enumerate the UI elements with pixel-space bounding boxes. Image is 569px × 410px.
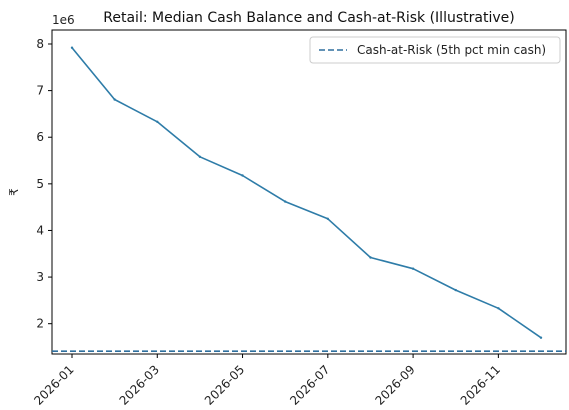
x-tick-label: 2026-01 (31, 362, 76, 407)
plot-area (51, 29, 567, 355)
data-point (156, 120, 159, 124)
x-axis: 2026-01 2026-03 2026-05 2026-07 2026-09 2026-… (31, 354, 503, 408)
y-offset-label: 1e6 (52, 13, 75, 27)
data-point (326, 217, 329, 220)
y-tick-label: 5 (36, 177, 44, 191)
x-tick-label: 2026-05 (202, 362, 247, 407)
y-tick-label: 6 (36, 130, 44, 144)
data-point (113, 98, 116, 101)
y-tick-label: 2 (36, 317, 44, 331)
data-point (70, 46, 74, 49)
x-tick-label: 2026-11 (458, 362, 503, 407)
legend-label-cash-at-risk: Cash-at-Risk (5th pct min cash) (357, 43, 546, 57)
x-tick-label: 2026-07 (287, 362, 332, 407)
series-line-median-cash (71, 47, 542, 339)
data-point (241, 174, 244, 177)
data-point (198, 155, 202, 158)
series-layer (52, 46, 566, 353)
y-axis-label: ₹ (7, 188, 21, 196)
y-tick-label: 4 (36, 223, 44, 237)
data-point (284, 200, 287, 203)
chart-title: Retail: Median Cash Balance and Cash-at-… (103, 10, 514, 26)
data-point (539, 336, 543, 339)
x-tick-label: 2026-03 (117, 362, 162, 407)
y-tick-label: 3 (36, 270, 44, 284)
y-tick-label: 8 (36, 37, 44, 51)
data-point (411, 267, 415, 270)
x-tick-label: 2026-09 (372, 362, 417, 407)
legend-box (309, 36, 561, 64)
legend: Cash-at-Risk (5th pct min cash) (309, 36, 561, 64)
data-point (497, 307, 500, 310)
data-point (454, 288, 457, 292)
y-axis: 2 3 4 5 6 7 8 (36, 37, 52, 331)
data-point (369, 256, 372, 259)
y-tick-label: 7 (36, 84, 44, 98)
